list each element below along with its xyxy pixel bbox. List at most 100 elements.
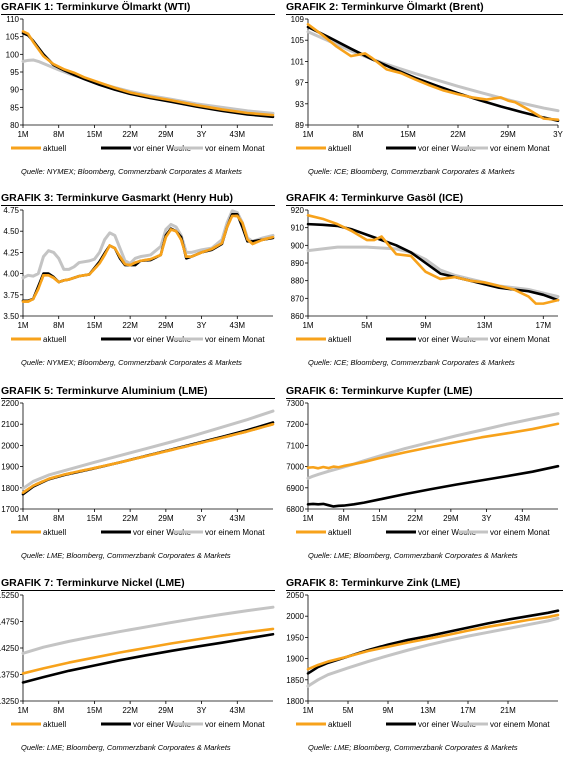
chart-svg: 6800 6900 7000 7100 7200 7300 1M 8M 15M 22M 29M 3Y 4… bbox=[286, 399, 560, 537]
x-tick-label: 8M bbox=[53, 514, 64, 523]
legend-label-aktuell: aktuell bbox=[328, 528, 351, 537]
y-tick-label: 14750 bbox=[0, 618, 20, 627]
x-tick-label: 1M bbox=[302, 706, 313, 715]
x-tick-label: 3Y bbox=[197, 130, 207, 139]
x-tick-label: 8M bbox=[53, 321, 64, 330]
x-tick-label: 15M bbox=[372, 514, 388, 523]
legend-label-vor-einer-woche: vor einer Woche bbox=[418, 528, 477, 537]
x-tick-label: 29M bbox=[443, 514, 459, 523]
chart-svg: 1700 1800 1900 2000 2100 2200 1M 8M 15M 22M 29M 3Y 4… bbox=[1, 399, 275, 537]
y-tick-label: 2200 bbox=[1, 399, 19, 408]
x-tick-label: 22M bbox=[450, 130, 466, 139]
x-tick-label: 43M bbox=[515, 514, 531, 523]
chart-panel-4: GRAFIK 4: Terminkurve Gasöl (ICE) 860 870 8… bbox=[286, 192, 564, 378]
chart-source: Quelle: NYMEX; Bloomberg, Commerzbank Co… bbox=[21, 167, 242, 176]
legend-label-aktuell: aktuell bbox=[43, 144, 66, 153]
legend-label-vor-einem-monat: vor einem Monat bbox=[205, 144, 265, 153]
y-tick-label: 7200 bbox=[286, 420, 304, 429]
y-tick-label: 13750 bbox=[0, 671, 20, 680]
x-tick-label: 15M bbox=[87, 130, 103, 139]
legend-label-vor-einer-woche: vor einer Woche bbox=[133, 720, 192, 729]
x-tick-label: 22M bbox=[122, 130, 138, 139]
y-tick-label: 3.75 bbox=[3, 291, 19, 300]
title-rule bbox=[286, 398, 563, 399]
series-line-vor-einem-monat bbox=[21, 605, 275, 655]
y-tick-label: 2100 bbox=[1, 420, 19, 429]
chart-svg: 1800 1850 1900 1950 2000 2050 1M 5M 9M 13M 17M 21M a… bbox=[286, 591, 560, 729]
legend-label-aktuell: aktuell bbox=[328, 144, 351, 153]
series-line-aktuell bbox=[21, 422, 275, 494]
x-tick-label: 8M bbox=[53, 130, 64, 139]
x-tick-label: 13M bbox=[420, 706, 436, 715]
chart-source: Quelle: ICE; Bloomberg, Commerzbank Corp… bbox=[308, 358, 515, 367]
chart-panel-7: GRAFIK 7: Terminkurve Nickel (LME)132501… bbox=[0, 577, 277, 763]
x-tick-label: 5M bbox=[342, 706, 353, 715]
chart-source: Quelle: LME; Bloomberg, Commerzbank Corp… bbox=[308, 551, 518, 560]
y-tick-label: 14250 bbox=[0, 644, 20, 653]
title-rule bbox=[286, 205, 563, 206]
legend-label-vor-einem-monat: vor einem Monat bbox=[205, 528, 265, 537]
chart-area: 80 85 90 95 100 105 110 1M 8M 15M 22M 29M 3Y 43M aktue… bbox=[1, 1, 277, 163]
x-tick-label: 3Y bbox=[197, 321, 207, 330]
series-line-aktuell bbox=[306, 214, 560, 305]
x-tick-label: 13M bbox=[477, 321, 493, 330]
legend-label-vor-einem-monat: vor einem Monat bbox=[490, 528, 550, 537]
x-tick-label: 43M bbox=[230, 130, 246, 139]
y-tick-label: 4.75 bbox=[3, 206, 19, 215]
chart-area: 1700 1800 1900 2000 2100 2200 1M 8M 15M 22M 29M 3Y 4… bbox=[1, 385, 277, 547]
legend-label-vor-einer-woche: vor einer Woche bbox=[418, 144, 477, 153]
chart-svg: 13250 13750 14250 14750 15250 1M 8M 15M 22M 29M 3Y… bbox=[0, 591, 275, 729]
y-tick-label: 80 bbox=[10, 121, 19, 130]
title-rule bbox=[1, 398, 275, 399]
x-tick-label: 1M bbox=[17, 514, 28, 523]
y-tick-label: 4.50 bbox=[3, 227, 19, 236]
chart-panel-1: GRAFIK 1: Terminkurve Ölmarkt (WTI) 80 85 9… bbox=[1, 1, 277, 187]
y-tick-label: 860 bbox=[291, 312, 305, 321]
chart-panel-2: GRAFIK 2: Terminkurve Ölmarkt (Brent) 89 9… bbox=[286, 1, 564, 187]
series-line-vor-einem-monat bbox=[21, 209, 275, 280]
y-tick-label: 13250 bbox=[0, 697, 20, 706]
y-tick-label: 1700 bbox=[1, 505, 19, 514]
x-tick-label: 1M bbox=[17, 706, 28, 715]
x-tick-label: 29M bbox=[158, 706, 174, 715]
x-tick-label: 8M bbox=[53, 706, 64, 715]
title-rule bbox=[1, 205, 275, 206]
x-tick-label: 22M bbox=[122, 321, 138, 330]
y-tick-label: 1850 bbox=[286, 676, 304, 685]
y-tick-label: 1800 bbox=[1, 484, 19, 493]
y-tick-label: 4.25 bbox=[3, 248, 19, 257]
x-tick-label: 43M bbox=[230, 514, 246, 523]
chart-panel-5: GRAFIK 5: Terminkurve Aluminium (LME) 170… bbox=[1, 385, 277, 571]
legend-label-vor-einer-woche: vor einer Woche bbox=[418, 720, 477, 729]
series-line-aktuell bbox=[306, 613, 560, 671]
x-tick-label: 9M bbox=[382, 706, 393, 715]
y-tick-label: 870 bbox=[291, 294, 305, 303]
y-tick-label: 4.00 bbox=[3, 270, 19, 279]
chart-source: Quelle: NYMEX; Bloomberg, Commerzbank Co… bbox=[21, 358, 242, 367]
x-tick-label: 15M bbox=[87, 514, 103, 523]
y-tick-label: 910 bbox=[291, 224, 305, 233]
y-tick-label: 1800 bbox=[286, 697, 304, 706]
chart-svg: 80 85 90 95 100 105 110 1M 8M 15M 22M 29M 3Y 43M aktue… bbox=[6, 15, 275, 153]
legend-label-vor-einem-monat: vor einem Monat bbox=[490, 144, 550, 153]
x-tick-label: 17M bbox=[460, 706, 476, 715]
legend-label-vor-einer-woche: vor einer Woche bbox=[133, 335, 192, 344]
y-tick-label: 15250 bbox=[0, 591, 20, 600]
chart-area: 89 93 97 101 105 109 1M 8M 15M 22M 29M 3Y aktuell vor… bbox=[286, 1, 564, 163]
legend-label-aktuell: aktuell bbox=[328, 720, 351, 729]
y-tick-label: 95 bbox=[10, 68, 19, 77]
chart-area: 6800 6900 7000 7100 7200 7300 1M 8M 15M 22M 29M 3Y 4… bbox=[286, 385, 564, 547]
chart-svg: 89 93 97 101 105 109 1M 8M 15M 22M 29M 3Y aktuell vor… bbox=[291, 15, 564, 153]
x-tick-label: 1M bbox=[302, 130, 313, 139]
legend-label-aktuell: aktuell bbox=[328, 335, 351, 344]
y-tick-label: 109 bbox=[291, 15, 305, 24]
chart-area: 860 870 880 890 900 910 920 1M 5M 9M 13M 17M aktuell… bbox=[286, 192, 564, 354]
series-line-vor-einem-monat bbox=[21, 409, 275, 490]
title-rule bbox=[1, 14, 275, 15]
series-line-vor-einer-woche bbox=[21, 31, 275, 119]
y-tick-label: 101 bbox=[291, 57, 305, 66]
x-tick-label: 21M bbox=[500, 706, 516, 715]
series-line-vor-einem-monat bbox=[306, 245, 560, 299]
x-tick-label: 8M bbox=[352, 130, 363, 139]
